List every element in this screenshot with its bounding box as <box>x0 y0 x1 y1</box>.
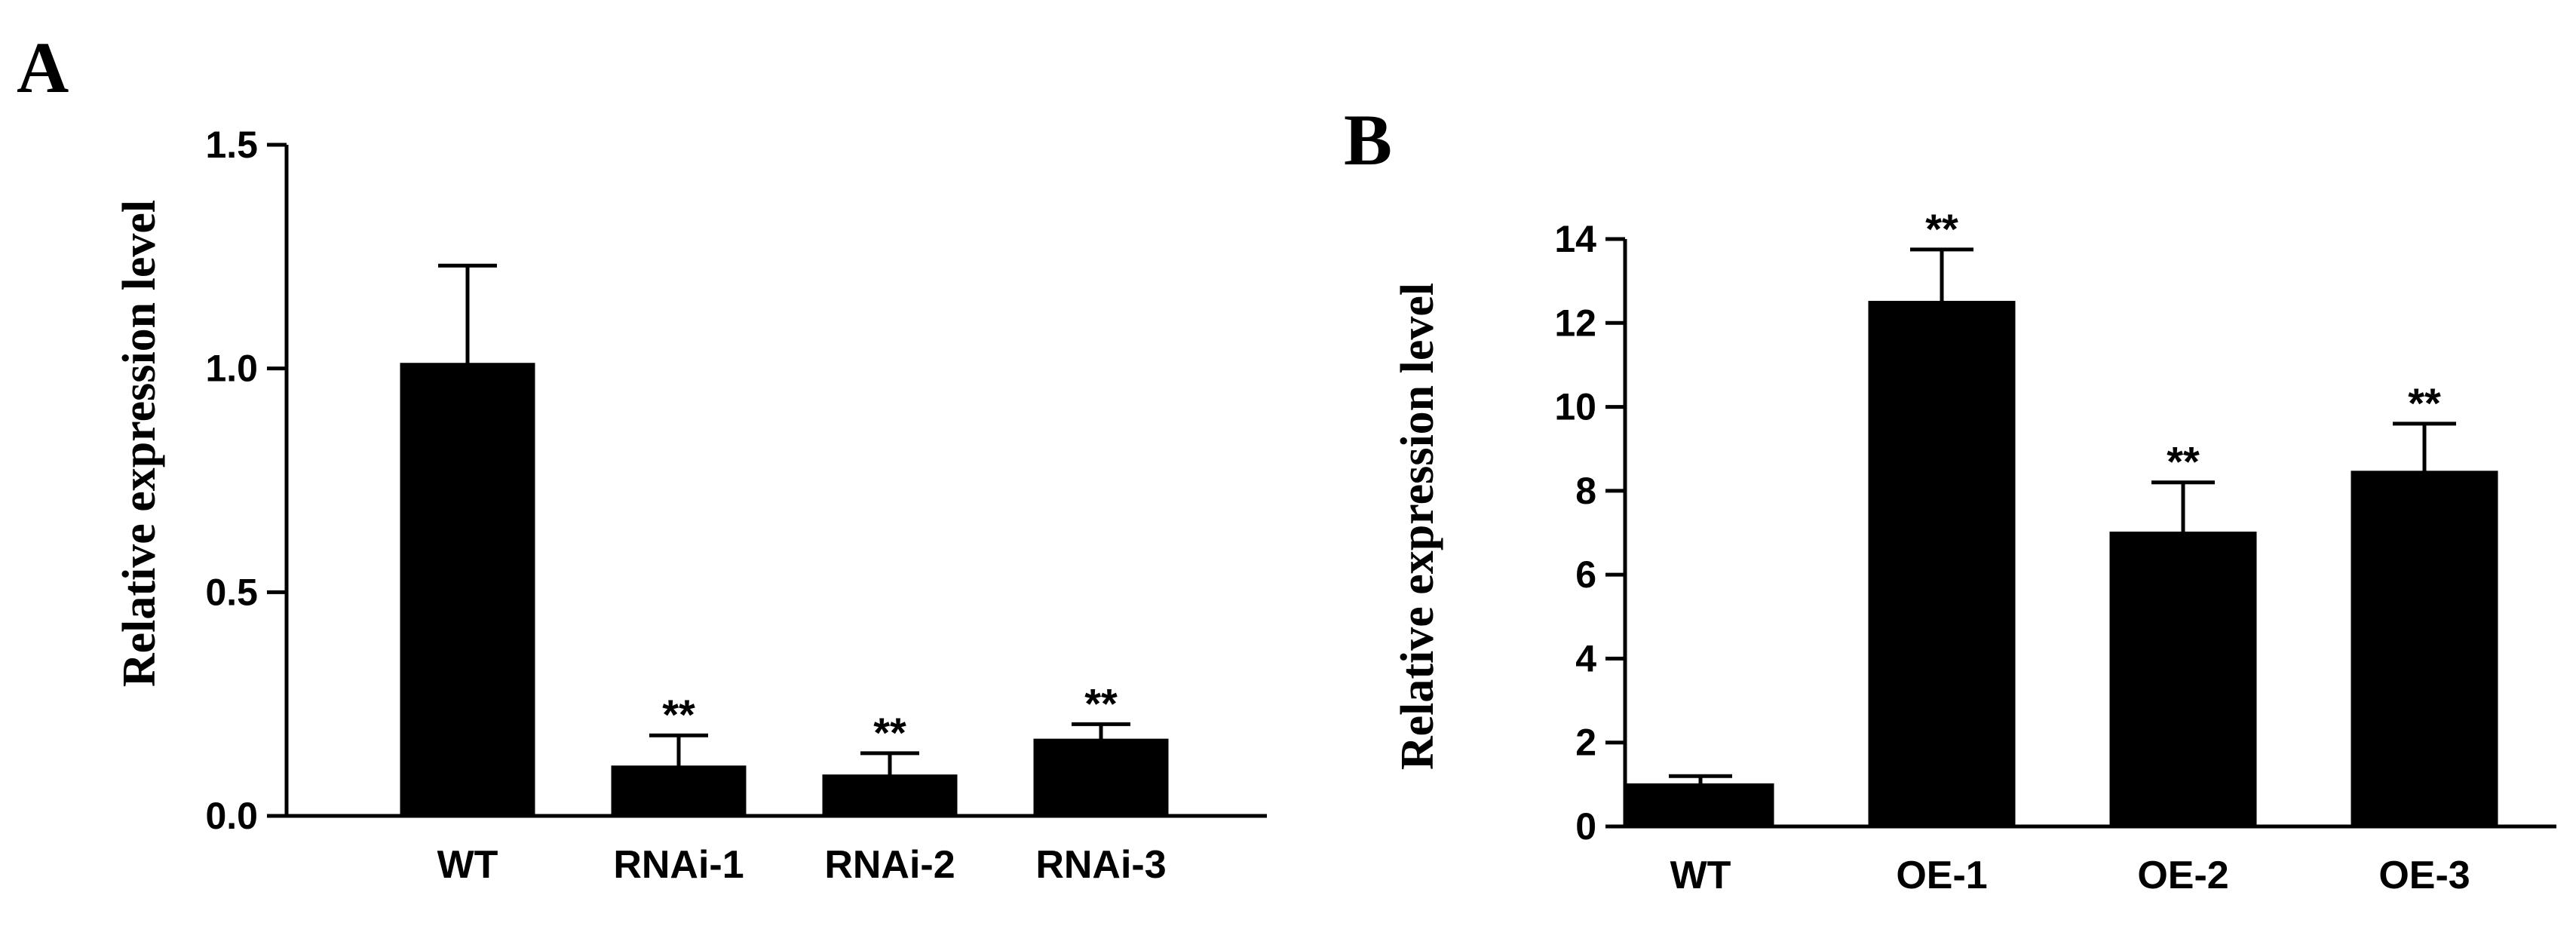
y-tick-label-b: 14 <box>1554 218 1596 260</box>
bar-a-rnai-2 <box>822 774 958 817</box>
panel-letter-b: B <box>1344 100 1392 180</box>
y-tick-label-b: 0 <box>1575 805 1596 848</box>
significance-label-b: ** <box>2408 379 2441 427</box>
significance-label-a: ** <box>873 709 906 756</box>
bar-b-oe-3 <box>2351 471 2498 828</box>
category-label-b: OE-2 <box>2137 854 2228 897</box>
significance-label-b: ** <box>2167 438 2200 486</box>
y-tick-label-b: 6 <box>1575 553 1596 596</box>
category-label-b: OE-3 <box>2378 854 2470 897</box>
y-axis-label-b: Relative expression level <box>1392 283 1443 770</box>
y-tick-label-a: 1.5 <box>205 124 258 166</box>
y-tick-label-b: 8 <box>1575 470 1596 512</box>
plot-area-a: 0.0 0.5 1.0 1.5 WT ** RNAi-1 ** RNAi-2 ** RNAi-3 <box>205 124 1267 887</box>
bar-a-rnai-3 <box>1033 738 1169 817</box>
panel-b: B Relative expression level 0 2 4 6 8 10 12 14 W… <box>1344 100 2556 897</box>
category-label-a: RNAi-2 <box>824 843 955 887</box>
category-label-a: RNAi-3 <box>1035 843 1166 887</box>
bar-a-rnai-1 <box>611 765 747 817</box>
category-label-a: RNAi-1 <box>613 843 744 887</box>
significance-label-a: ** <box>1084 679 1118 727</box>
plot-area-b: 0 2 4 6 8 10 12 14 WT ** OE-1 ** OE-2 ** OE-3 <box>1554 205 2556 897</box>
category-label-b: WT <box>1670 854 1731 897</box>
significance-label-a: ** <box>662 691 695 738</box>
y-axis-label-a: Relative expression level <box>114 200 165 687</box>
panel-a: A Relative expression level 0.0 0.5 1.0 1.5… <box>17 27 1267 887</box>
y-tick-label-a: 0.5 <box>205 571 258 613</box>
y-tick-label-b: 2 <box>1575 722 1596 764</box>
bar-b-oe-2 <box>2109 532 2257 828</box>
significance-label-b: ** <box>1925 205 1958 253</box>
bar-b-wt <box>1627 783 1774 828</box>
bar-b-oe-1 <box>1868 300 2016 828</box>
bar-a-wt <box>400 363 535 817</box>
y-tick-label-b: 4 <box>1575 637 1596 679</box>
category-label-b: OE-1 <box>1896 854 1987 897</box>
panel-letter-a: A <box>17 27 69 108</box>
category-label-a: WT <box>437 843 498 887</box>
y-tick-label-a: 0.0 <box>205 795 258 837</box>
y-tick-label-b: 12 <box>1554 302 1596 344</box>
y-tick-label-a: 1.0 <box>205 348 258 390</box>
y-tick-label-b: 10 <box>1554 386 1596 428</box>
